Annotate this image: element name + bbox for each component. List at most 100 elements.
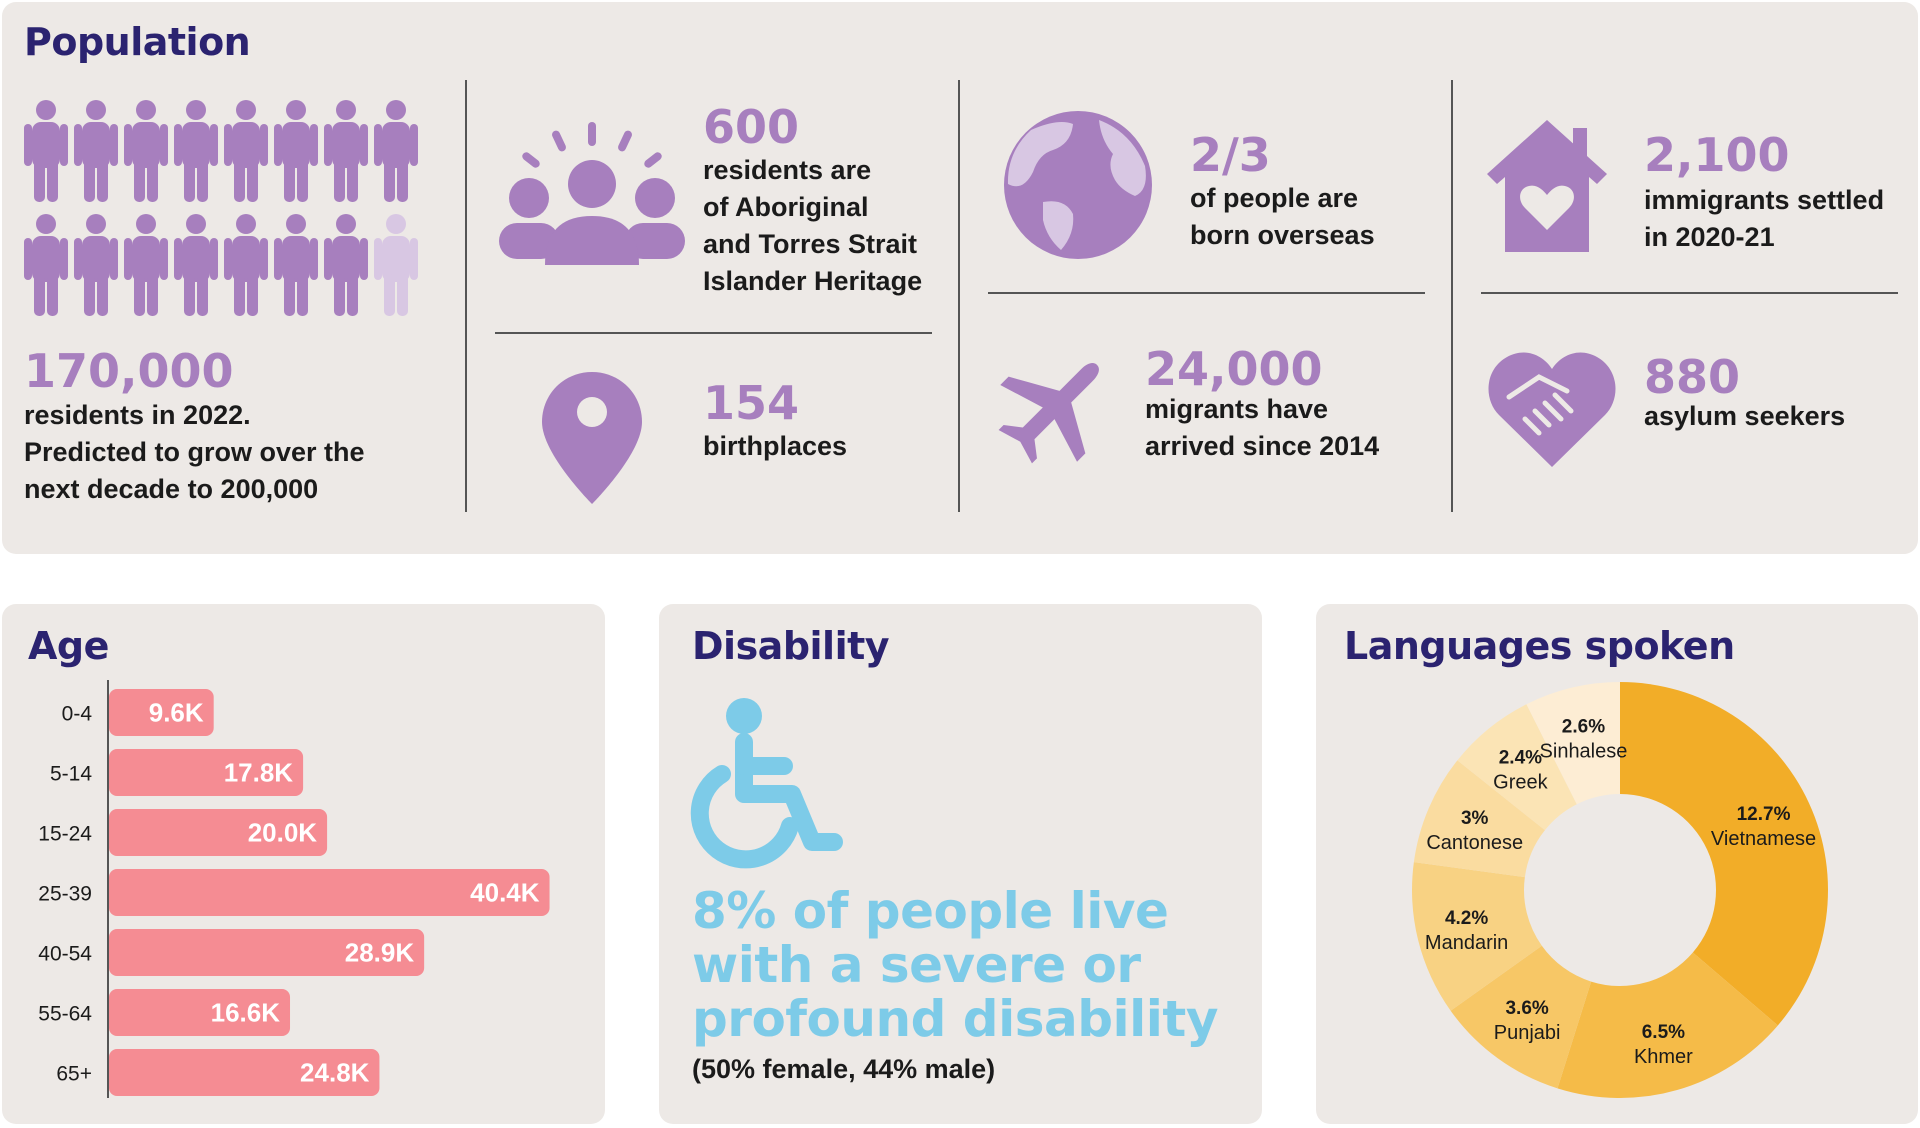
donut-slice <box>1413 760 1545 878</box>
donut-value-label: 3.6% <box>1505 998 1548 1019</box>
aboriginal-line-3: and Torres Strait <box>703 229 918 259</box>
age-category-label: 15-24 <box>38 823 92 846</box>
disability-title: Disability <box>692 624 890 668</box>
age-bar <box>109 749 304 796</box>
residents-line-1: residents in 2022. <box>24 400 251 430</box>
divider-h-1 <box>495 332 932 334</box>
age-value-label: 20.0K <box>248 818 318 848</box>
person-icon <box>74 100 118 202</box>
donut-category-label: Cantonese <box>1426 832 1523 854</box>
aboriginal-figure: 600 <box>703 100 800 154</box>
person-icon <box>274 214 318 316</box>
age-category-label: 25-39 <box>38 883 92 906</box>
community-people-icon <box>499 122 685 265</box>
donut-slice <box>1412 862 1542 1011</box>
languages-donut-chart: 12.7% Vietnamese 6.5% Khmer 3.6% Punjabi 4.2% M… <box>1412 682 1828 1098</box>
donut-value-label: 12.7% <box>1737 804 1791 825</box>
divider-h-3 <box>1481 292 1898 294</box>
immigrants-text: immigrants settled in 2020-21 <box>1644 182 1884 256</box>
residents-text: residents in 2022. Predicted to grow ove… <box>24 397 365 508</box>
person-icon <box>374 100 418 202</box>
age-bar <box>109 809 328 856</box>
residents-figure: 170,000 <box>24 344 234 398</box>
person-icon <box>24 214 68 316</box>
age-category-label: 65+ <box>56 1063 92 1086</box>
migrants-line-2: arrived since 2014 <box>1145 431 1380 461</box>
asylum-line-1: asylum seekers <box>1644 401 1846 431</box>
age-bar <box>109 689 214 736</box>
age-panel <box>2 604 605 1124</box>
age-bar <box>109 1049 380 1096</box>
age-value-label: 9.6K <box>149 698 204 728</box>
aboriginal-line-4: Islander Heritage <box>703 266 923 296</box>
person-icon-partial <box>374 214 418 316</box>
migrants-text: migrants have arrived since 2014 <box>1145 391 1379 465</box>
donut-category-label: Greek <box>1493 771 1548 793</box>
people-pictogram <box>24 100 418 316</box>
residents-line-2: Predicted to grow over the <box>24 437 365 467</box>
heart-handshake-icon <box>1488 352 1616 467</box>
disability-headline-line-1: 8% of people live <box>692 882 1169 940</box>
globe-icon <box>1004 111 1152 259</box>
age-category-label: 0-4 <box>62 703 93 726</box>
donut-slice <box>1557 952 1778 1098</box>
donut-category-label: Vietnamese <box>1711 828 1816 850</box>
donut-value-label: 2.4% <box>1499 747 1542 768</box>
overseas-text: of people are born overseas <box>1190 180 1375 254</box>
overseas-line-1: of people are <box>1190 183 1359 213</box>
disability-note: (50% female, 44% male) <box>692 1054 996 1084</box>
donut-slice <box>1620 682 1828 1026</box>
person-icon <box>124 214 168 316</box>
population-title: Population <box>24 20 251 64</box>
aboriginal-line-2: of Aboriginal <box>703 192 869 222</box>
house-heart-icon <box>1487 120 1607 252</box>
age-value-label: 16.6K <box>211 998 281 1028</box>
person-icon <box>224 214 268 316</box>
immigrants-figure: 2,100 <box>1644 128 1790 182</box>
person-icon <box>324 214 368 316</box>
age-category-label: 55-64 <box>38 1003 92 1026</box>
asylum-text: asylum seekers <box>1644 398 1845 435</box>
asylum-figure: 880 <box>1644 350 1741 404</box>
donut-category-label: Sinhalese <box>1540 740 1628 762</box>
wheelchair-icon <box>690 698 843 869</box>
immigrants-line-2: in 2020-21 <box>1644 222 1775 252</box>
location-pin-icon <box>542 372 642 504</box>
disability-headline: 8% of people live with a severe or profo… <box>692 884 1218 1046</box>
overseas-line-2: born overseas <box>1190 220 1375 250</box>
divider-h-2 <box>988 292 1425 294</box>
age-category-label: 5-14 <box>50 763 92 786</box>
person-icon <box>324 100 368 202</box>
airplane-icon <box>998 363 1099 464</box>
donut-slice <box>1450 945 1592 1089</box>
divider-3 <box>1451 80 1453 512</box>
age-category-label: 40-54 <box>38 943 92 966</box>
age-value-label: 24.8K <box>300 1058 370 1088</box>
age-bar <box>109 989 291 1036</box>
person-icon <box>74 214 118 316</box>
person-icon <box>174 100 218 202</box>
age-title: Age <box>28 624 109 668</box>
donut-slice <box>1526 682 1620 805</box>
disability-headline-line-3: profound disability <box>692 990 1218 1048</box>
immigrants-line-1: immigrants settled <box>1644 185 1885 215</box>
aboriginal-text: residents are of Aboriginal and Torres S… <box>703 152 922 300</box>
overseas-figure: 2/3 <box>1190 128 1271 182</box>
age-bar <box>109 929 425 976</box>
migrants-line-1: migrants have <box>1145 394 1329 424</box>
disability-headline-line-2: with a severe or <box>692 936 1141 994</box>
age-value-label: 28.9K <box>345 938 415 968</box>
person-icon <box>124 100 168 202</box>
donut-category-label: Punjabi <box>1494 1022 1561 1044</box>
residents-line-3: next decade to 200,000 <box>24 474 319 504</box>
person-icon <box>174 214 218 316</box>
donut-category-label: Khmer <box>1634 1046 1693 1068</box>
person-icon <box>224 100 268 202</box>
person-icon <box>274 100 318 202</box>
donut-category-label: Mandarin <box>1425 932 1508 954</box>
age-bar <box>109 869 550 916</box>
birthplaces-figure: 154 <box>703 376 800 430</box>
donut-value-label: 4.2% <box>1445 908 1488 929</box>
donut-value-label: 3% <box>1461 808 1489 829</box>
birthplaces-line-1: birthplaces <box>703 431 848 461</box>
